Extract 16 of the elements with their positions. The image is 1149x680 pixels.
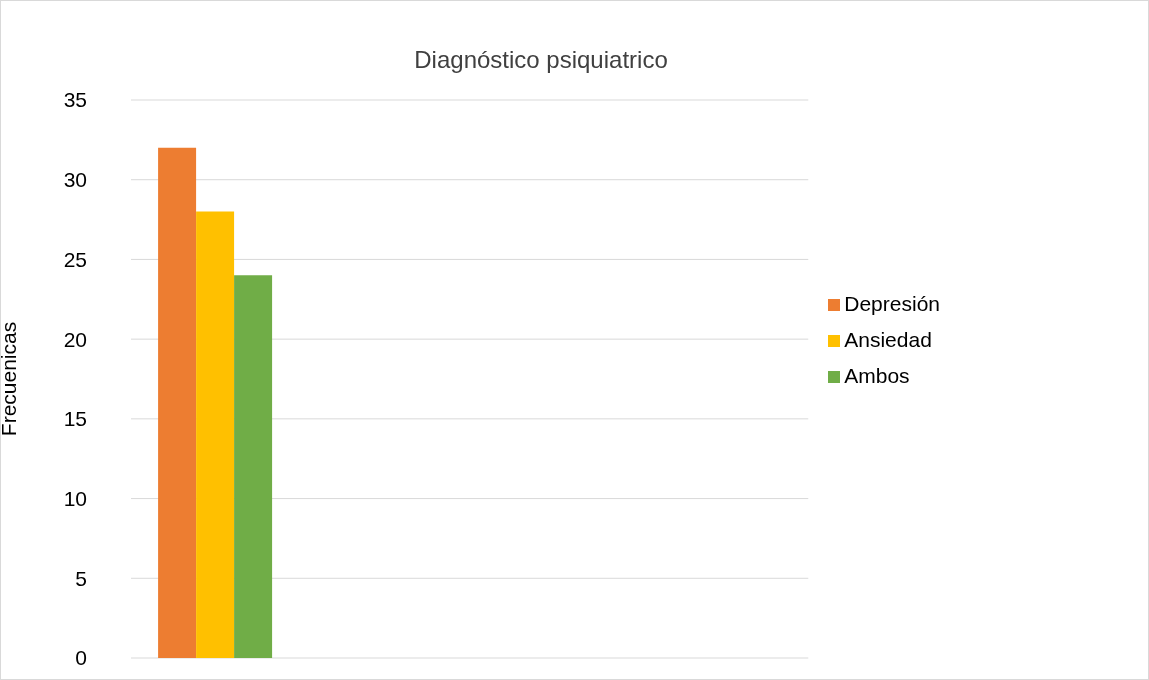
y-axis-title: Frecuenicas bbox=[0, 321, 21, 437]
bar bbox=[234, 275, 273, 658]
y-tick-label: 5 bbox=[75, 566, 87, 590]
y-tick-label: 35 bbox=[63, 88, 87, 112]
legend-label: Ambos bbox=[844, 364, 910, 387]
legend-label: Ansiedad bbox=[844, 328, 932, 351]
chart-title: Diagnóstico psiquiatrico bbox=[413, 46, 669, 74]
y-tick-label: 25 bbox=[63, 247, 87, 271]
y-tick-label: 30 bbox=[63, 168, 87, 192]
legend-label: Depresión bbox=[844, 292, 940, 315]
bar bbox=[158, 147, 197, 658]
y-tick-label: 0 bbox=[75, 646, 87, 670]
y-tick-label: 15 bbox=[63, 407, 87, 431]
y-tick-label: 10 bbox=[63, 487, 87, 511]
bar bbox=[196, 211, 235, 658]
y-tick-label: 20 bbox=[63, 327, 87, 351]
